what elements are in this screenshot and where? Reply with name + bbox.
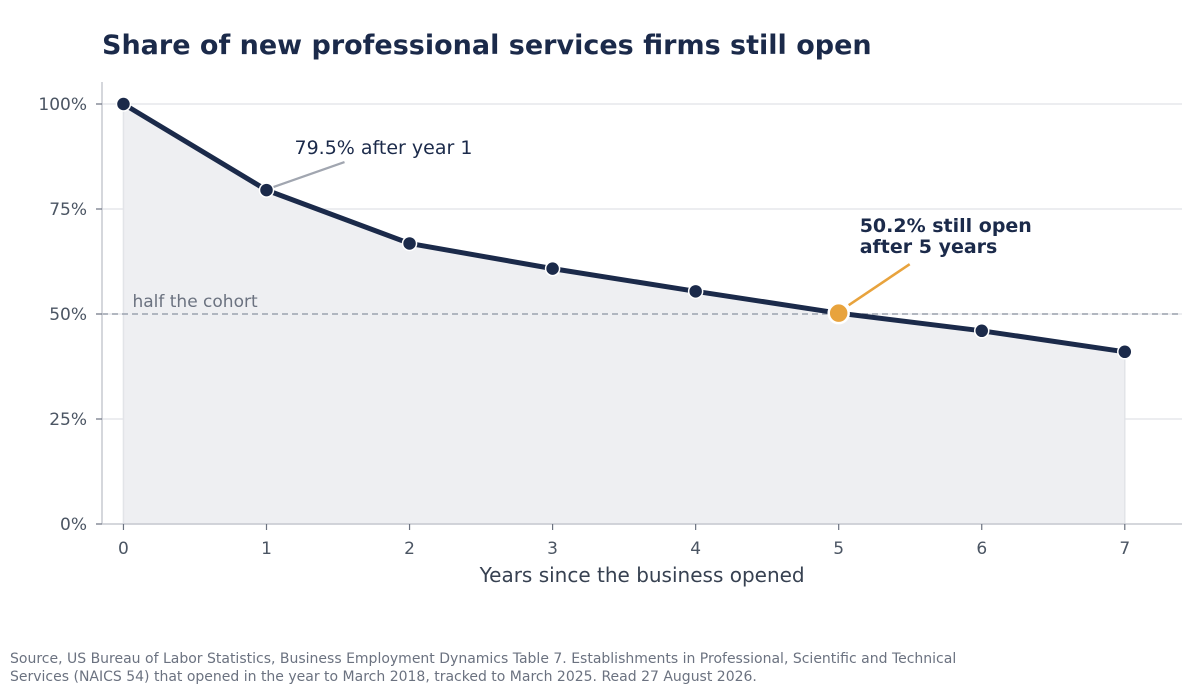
x-tick-label: 4	[690, 539, 701, 559]
data-point	[544, 260, 561, 277]
source-note: Source, US Bureau of Labor Statistics, B…	[10, 651, 957, 685]
chart-title: Share of new professional services firms…	[102, 30, 872, 61]
data-point	[115, 96, 132, 112]
y-tick-label: 75%	[49, 200, 87, 220]
y-tick-label: 25%	[49, 410, 87, 430]
annotation-leader	[270, 161, 345, 190]
data-points	[115, 96, 1133, 360]
y-tick-label: 50%	[49, 305, 87, 325]
axes: 0% 25% 50% 75% 100% 0 1 2 3 4 5 6 7	[38, 82, 1182, 559]
data-point	[687, 283, 704, 300]
x-tick-label: 0	[118, 539, 129, 559]
x-tick-label: 2	[404, 539, 415, 559]
data-point	[1117, 344, 1133, 360]
highlight-point	[827, 301, 850, 325]
annotation-year-1: 79.5% after year 1	[295, 137, 473, 159]
y-tick-label: 100%	[38, 95, 87, 115]
data-point	[401, 235, 418, 252]
annotation-year-5-line: 50.2% still open	[860, 215, 1032, 237]
x-tick-label: 5	[833, 539, 844, 559]
annotation-year-5-line: after 5 years	[860, 236, 998, 258]
x-axis-label: Years since the business opened	[479, 563, 805, 587]
annotations: 79.5% after year 1 50.2% still openafter …	[270, 137, 1032, 307]
data-point	[258, 182, 275, 198]
x-tick-label: 1	[261, 539, 272, 559]
data-point	[973, 323, 990, 339]
annotation-leader-highlight	[847, 263, 911, 307]
y-tick-label: 0%	[60, 515, 87, 535]
reference-line-group: half the cohort	[102, 292, 1182, 315]
x-tick-label: 7	[1119, 539, 1130, 559]
reference-line-label: half the cohort	[132, 292, 258, 312]
x-tick-label: 3	[547, 539, 558, 559]
x-tick-label: 6	[976, 539, 987, 559]
series-line	[120, 101, 1128, 355]
